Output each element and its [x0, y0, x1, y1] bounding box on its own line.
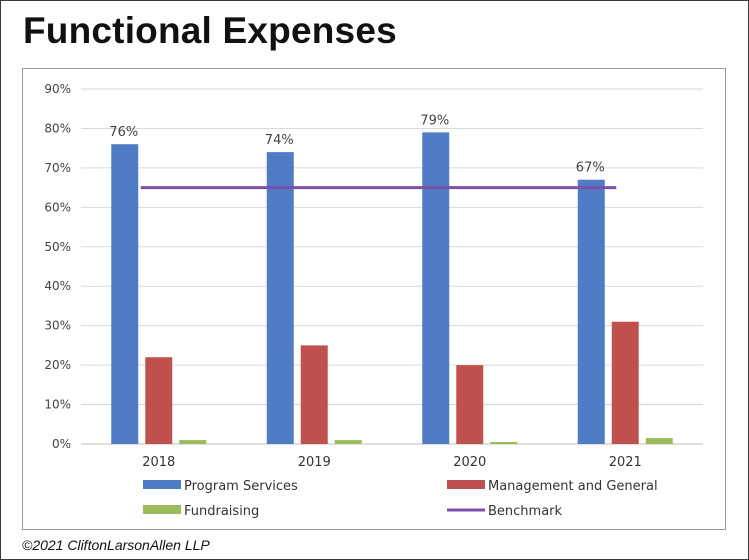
- x-tick-label: 2020: [453, 455, 486, 470]
- legend-swatch-program-services: [143, 480, 181, 489]
- data-label: 79%: [420, 113, 449, 128]
- x-tick-label: 2018: [142, 455, 175, 470]
- copyright-notice: ©2021 CliftonLarsonAllen LLP: [22, 537, 210, 553]
- y-tick-label: 40%: [44, 279, 71, 293]
- bar-management-and-general: [145, 357, 173, 444]
- legend-label-benchmark: Benchmark: [488, 504, 563, 519]
- bar-management-and-general: [611, 321, 639, 444]
- y-tick-label: 80%: [44, 121, 71, 135]
- bar-management-and-general: [300, 345, 328, 444]
- legend-label-fundraising: Fundraising: [184, 504, 259, 519]
- slide-title: Functional Expenses: [23, 10, 397, 51]
- bar-fundraising: [490, 442, 518, 444]
- bar-program-services: [577, 179, 605, 444]
- bar-program-services: [111, 144, 139, 444]
- bar-fundraising: [645, 438, 673, 444]
- data-label: 74%: [265, 133, 294, 148]
- x-tick-label: 2021: [609, 455, 642, 470]
- legend-swatch-fundraising: [143, 505, 181, 514]
- data-label: 67%: [576, 161, 605, 176]
- legend-label-program-services: Program Services: [184, 479, 298, 494]
- y-tick-label: 60%: [44, 200, 71, 214]
- bar-chart: 0% 10% 20% 30% 40% 50% 60% 70% 80% 90% 76% 2018 74% 2…: [44, 82, 703, 519]
- bar-program-services: [422, 132, 450, 444]
- bar-management-and-general: [456, 365, 484, 444]
- bar-fundraising: [334, 440, 362, 444]
- bar-fundraising: [179, 440, 207, 444]
- legend-swatch-management-and-general: [447, 480, 485, 489]
- y-tick-label: 70%: [44, 161, 71, 175]
- bar-program-services: [266, 152, 294, 444]
- y-tick-label: 90%: [44, 82, 71, 96]
- y-tick-label: 20%: [44, 358, 71, 372]
- y-tick-label: 50%: [44, 240, 71, 254]
- legend-label-management-and-general: Management and General: [488, 479, 658, 494]
- chart-frame: 0% 10% 20% 30% 40% 50% 60% 70% 80% 90% 76% 2018 74% 2…: [22, 68, 726, 530]
- y-tick-label: 30%: [44, 319, 71, 333]
- y-tick-label: 0%: [52, 437, 71, 451]
- y-tick-label: 10%: [44, 398, 71, 412]
- data-label: 76%: [109, 125, 138, 140]
- x-tick-label: 2019: [298, 455, 331, 470]
